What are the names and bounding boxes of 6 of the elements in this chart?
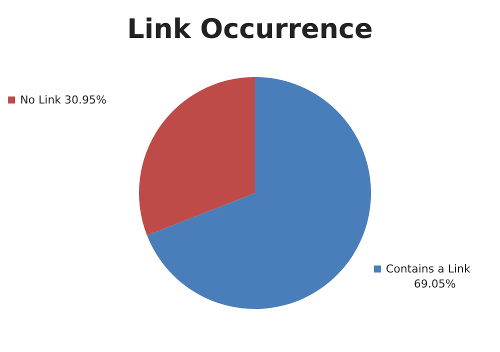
legend-label: No Link 30.95% xyxy=(20,93,106,106)
pie-slice xyxy=(147,77,371,309)
legend-label: Contains a Link xyxy=(386,262,472,276)
data-label: 69.05% xyxy=(414,278,456,291)
pie-slice xyxy=(139,77,255,236)
chart-title: Link Occurrence xyxy=(126,14,374,45)
